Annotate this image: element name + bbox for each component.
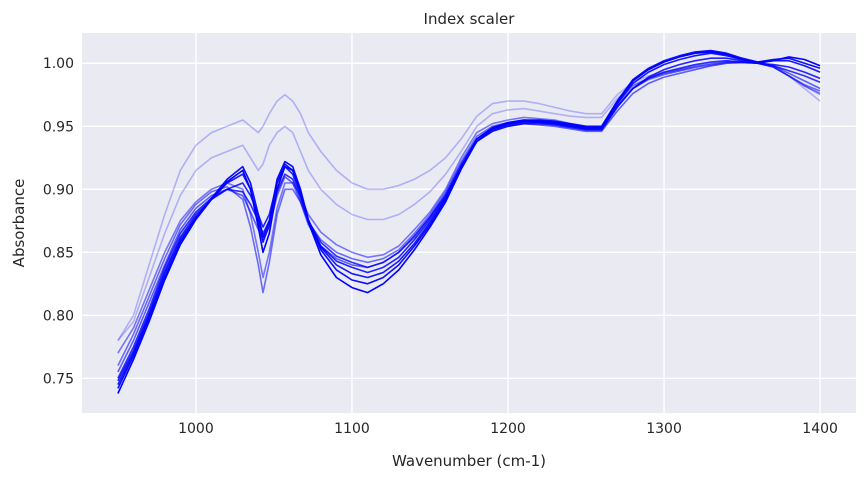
y-tick-label: 0.90 (43, 182, 74, 198)
series-line-3 (117, 61, 821, 354)
y-tick-label: 0.85 (43, 245, 74, 261)
series-line-9 (117, 49, 821, 389)
y-tick-label: 0.75 (43, 371, 74, 387)
x-tick-label: 1000 (178, 421, 214, 437)
x-tick-label: 1300 (646, 421, 682, 437)
y-tick-labels: 0.75 0.80 0.85 0.90 0.95 1.00 (43, 56, 74, 387)
series-line-4 (117, 61, 821, 367)
x-tick-label: 1400 (802, 421, 838, 437)
series-line-8 (117, 52, 821, 385)
plot-background (82, 33, 856, 413)
grid-lines (82, 33, 856, 413)
series-line-10 (117, 51, 821, 394)
x-axis-label: Wavenumber (cm-1) (392, 452, 546, 470)
x-tick-label: 1200 (490, 421, 526, 437)
series-line-6 (117, 59, 821, 379)
y-tick-label: 0.95 (43, 119, 74, 135)
series-lines (117, 49, 821, 394)
x-tick-label: 1100 (334, 421, 370, 437)
chart-title: Index scaler (424, 10, 516, 28)
series-line-7 (117, 57, 821, 382)
x-tick-labels: 1000 1100 1200 1300 1400 (178, 421, 838, 437)
y-tick-label: 0.80 (43, 308, 74, 324)
y-tick-label: 1.00 (43, 56, 74, 72)
series-line-2 (117, 62, 821, 342)
y-axis-label: Absorbance (10, 179, 28, 268)
